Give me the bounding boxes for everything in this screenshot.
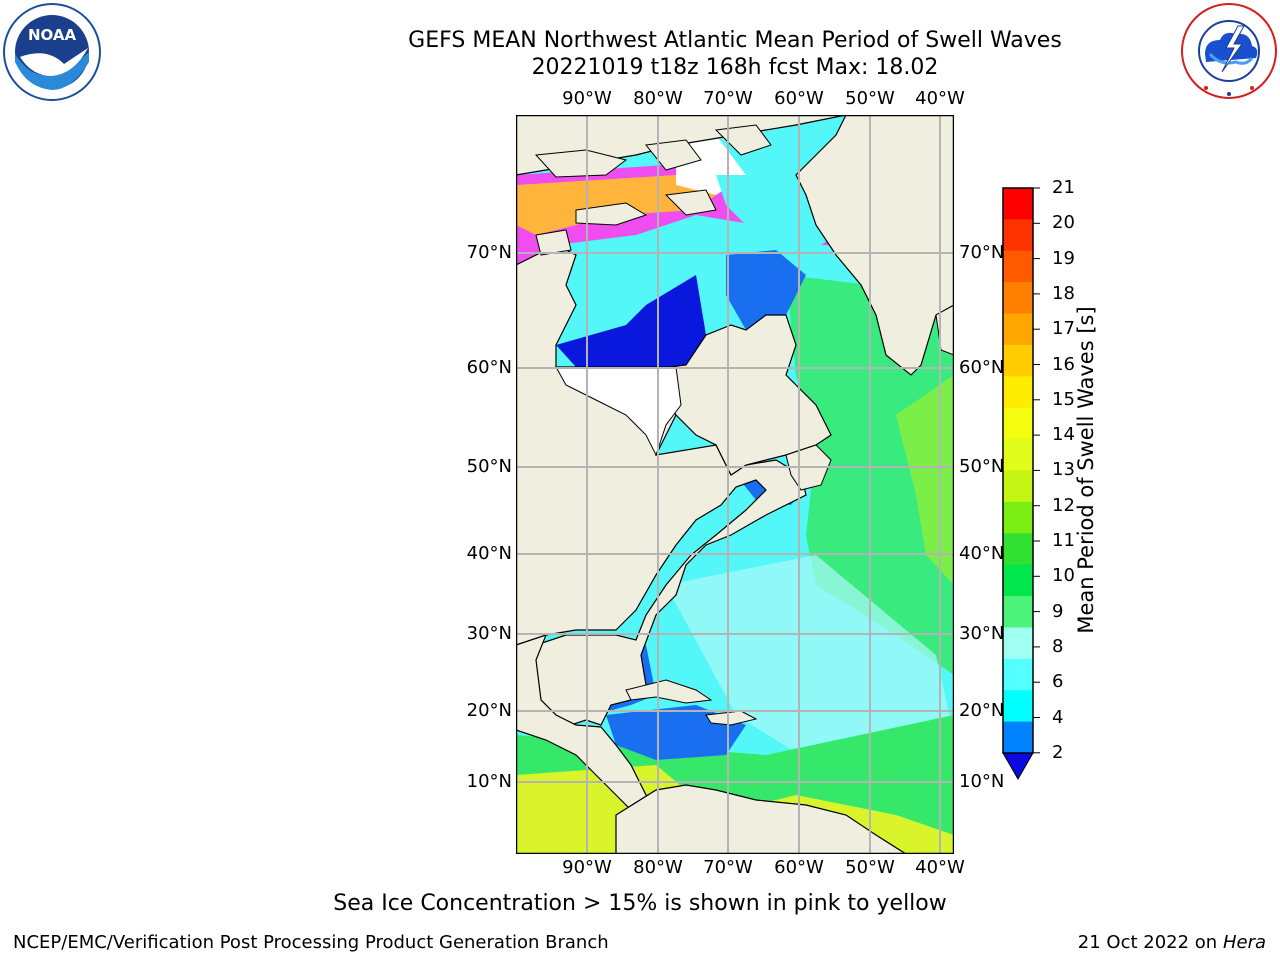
lat-label-left: 20°N — [466, 700, 512, 721]
colorbar-tick-label: 13 — [1052, 459, 1075, 481]
nws-logo — [1180, 2, 1278, 100]
lon-label-top: 90°W — [562, 88, 612, 109]
noaa-logo-text: NOAA — [28, 26, 77, 44]
colorbar-tick-label: 14 — [1052, 424, 1075, 446]
lat-label-right: 30°N — [959, 623, 1005, 644]
chart-subtitle: 20221019 t18z 168h fcst Max: 18.02 — [531, 55, 939, 80]
colorbar-tick-label: 2 — [1052, 741, 1064, 763]
lat-label-left: 60°N — [466, 357, 512, 378]
footer-host: Hera — [1222, 932, 1266, 953]
colorbar-tick-label: 10 — [1052, 565, 1075, 587]
lat-label-right: 20°N — [959, 700, 1005, 721]
colorbar-extend-arrow — [1002, 752, 1034, 781]
colorbar-band — [1003, 219, 1033, 252]
colorbar-tick-label: 20 — [1052, 212, 1075, 234]
lon-label-bottom: 60°W — [774, 857, 824, 878]
colorbar-tick-label: 6 — [1052, 671, 1064, 693]
colorbar-tick-label: 9 — [1052, 600, 1064, 622]
lon-label-top: 80°W — [633, 88, 683, 109]
colorbar-band — [1003, 313, 1033, 346]
colorbar-band — [1003, 501, 1033, 534]
colorbar-tick-label: 21 — [1052, 177, 1075, 198]
lat-label-left: 50°N — [466, 456, 512, 477]
hudson-bay — [556, 275, 706, 370]
lon-label-bottom: 40°W — [915, 857, 965, 878]
lon-label-top: 60°W — [774, 88, 824, 109]
footer-date-text: 21 Oct 2022 on — [1077, 932, 1223, 953]
colorbar-tick-label: 19 — [1052, 247, 1075, 269]
colorbar-tick-label: 12 — [1052, 494, 1075, 516]
map-frame — [516, 115, 954, 854]
labrador-blue — [726, 250, 806, 330]
colorbar-tick-label: 17 — [1052, 318, 1075, 340]
land-south-america — [615, 784, 908, 854]
lat-label-right: 10°N — [959, 771, 1005, 792]
lat-label-left: 40°N — [466, 543, 512, 564]
land-central-america — [516, 634, 667, 826]
lat-label-left: 10°N — [466, 771, 512, 792]
colorbar-label: Mean Period of Swell Waves [s] — [1074, 306, 1098, 634]
colorbar-band — [1003, 596, 1033, 628]
lon-label-bottom: 80°W — [633, 857, 683, 878]
colorbar-band — [1003, 627, 1033, 660]
lon-label-top: 70°W — [703, 88, 753, 109]
colorbar-band — [1003, 188, 1033, 220]
colorbar-tick-label: 15 — [1052, 388, 1075, 410]
footer-credit: NCEP/EMC/Verification Post Processing Pr… — [13, 932, 609, 953]
lat-label-right: 70°N — [959, 242, 1005, 263]
colorbar-band — [1003, 564, 1033, 597]
colorbar-band — [1003, 282, 1033, 315]
colorbar-tick-label: 11 — [1052, 530, 1075, 551]
colorbar-band — [1003, 439, 1033, 471]
land-arctic-islands — [534, 124, 772, 256]
lat-label-right: 60°N — [959, 357, 1005, 378]
lat-label-right: 40°N — [959, 543, 1005, 564]
colorbar-band — [1003, 376, 1033, 409]
footer-date: 21 Oct 2022 on Hera — [1078, 932, 1266, 953]
sea-ice-note: Sea Ice Concentration > 15% is shown in … — [333, 891, 947, 916]
lon-label-top: 50°W — [845, 88, 895, 109]
lat-label-right: 50°N — [959, 456, 1005, 477]
lat-label-left: 30°N — [466, 623, 512, 644]
colorbar-band — [1003, 658, 1033, 691]
colorbar-band — [1003, 407, 1033, 440]
lon-label-bottom: 50°W — [845, 857, 895, 878]
colorbar-band — [1003, 470, 1033, 503]
colorbar — [1002, 187, 1040, 781]
colorbar-band — [1003, 690, 1033, 723]
noaa-logo: NOAA — [2, 2, 102, 102]
lon-label-bottom: 90°W — [562, 857, 612, 878]
land-cuba — [625, 679, 713, 704]
chart-title: GEFS MEAN Northwest Atlantic Mean Period… — [408, 28, 1062, 53]
lon-label-top: 40°W — [915, 88, 965, 109]
colorbar-band — [1003, 344, 1033, 377]
colorbar-band — [1003, 721, 1033, 754]
colorbar-band — [1003, 533, 1033, 566]
colorbar-tick-label: 16 — [1052, 353, 1075, 375]
lon-label-bottom: 70°W — [703, 857, 753, 878]
colorbar-band — [1003, 250, 1033, 283]
map-gridlines — [516, 115, 954, 854]
colorbar-tick-label: 18 — [1052, 282, 1075, 304]
colorbar-tick-label: 4 — [1052, 706, 1064, 728]
map-panel — [516, 115, 954, 854]
colorbar-tick-label: 8 — [1052, 635, 1064, 657]
lat-label-left: 70°N — [466, 242, 512, 263]
